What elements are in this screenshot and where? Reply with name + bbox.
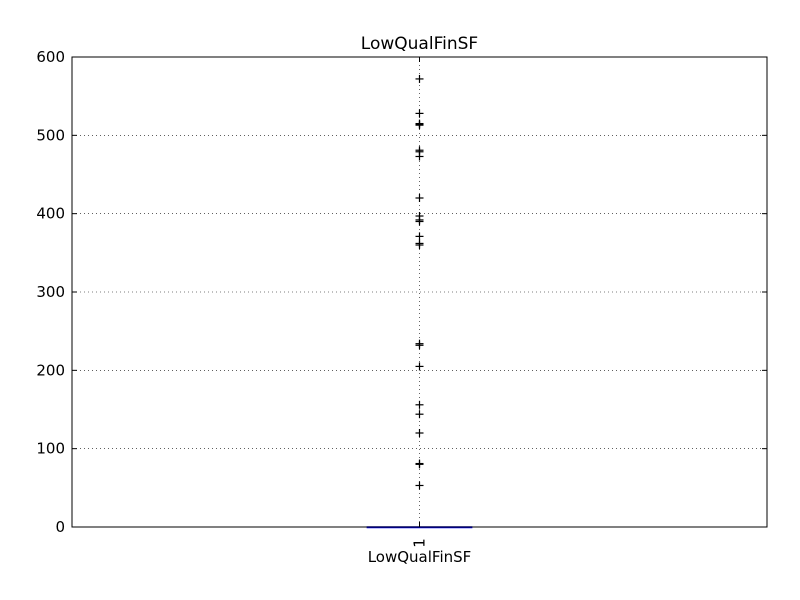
outlier-point: [415, 109, 424, 118]
outlier-point: [415, 400, 424, 409]
outlier-point: [415, 146, 424, 155]
outlier-point: [415, 339, 424, 348]
outlier-point: [415, 362, 424, 371]
y-tick-label: 100: [36, 440, 65, 458]
y-tick-label: 0: [55, 518, 65, 536]
x-tick-label: 1: [411, 538, 429, 548]
outlier-point: [415, 429, 424, 437]
y-tick-label: 300: [36, 283, 65, 301]
outlier-point: [415, 410, 424, 419]
chart-title: LowQualFinSF: [361, 34, 478, 54]
outlier-point: [415, 212, 424, 221]
outlier-point: [415, 194, 424, 202]
outlier-layer: [415, 74, 424, 490]
outlier-point: [415, 481, 424, 490]
y-tick-label: 200: [36, 361, 65, 379]
y-tick-label: 600: [36, 48, 65, 66]
outlier-point: [415, 232, 424, 241]
outlier-point: [415, 459, 424, 468]
outlier-point: [415, 119, 424, 128]
outlier-point: [415, 74, 424, 83]
y-tick-label: 400: [36, 205, 65, 223]
x-axis-label: LowQualFinSF: [368, 548, 472, 566]
outlier-point: [415, 239, 424, 248]
y-tick-label: 500: [36, 126, 65, 144]
tick-layer: 0 100 200 300 400 500 600 1: [36, 48, 767, 548]
